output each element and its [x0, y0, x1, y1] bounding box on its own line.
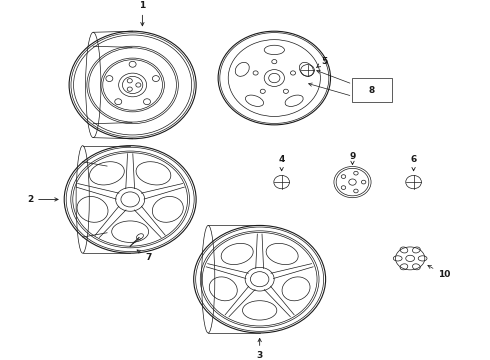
Bar: [352, 78, 392, 102]
Text: 7: 7: [137, 250, 152, 262]
Text: 4: 4: [278, 155, 285, 171]
Text: 10: 10: [428, 265, 450, 279]
Text: 8: 8: [369, 86, 375, 95]
Text: 6: 6: [411, 155, 416, 171]
Text: 5: 5: [317, 57, 328, 68]
Text: 2: 2: [27, 195, 58, 204]
Text: 1: 1: [139, 1, 146, 26]
Text: 9: 9: [349, 152, 356, 165]
Text: 3: 3: [257, 338, 263, 360]
